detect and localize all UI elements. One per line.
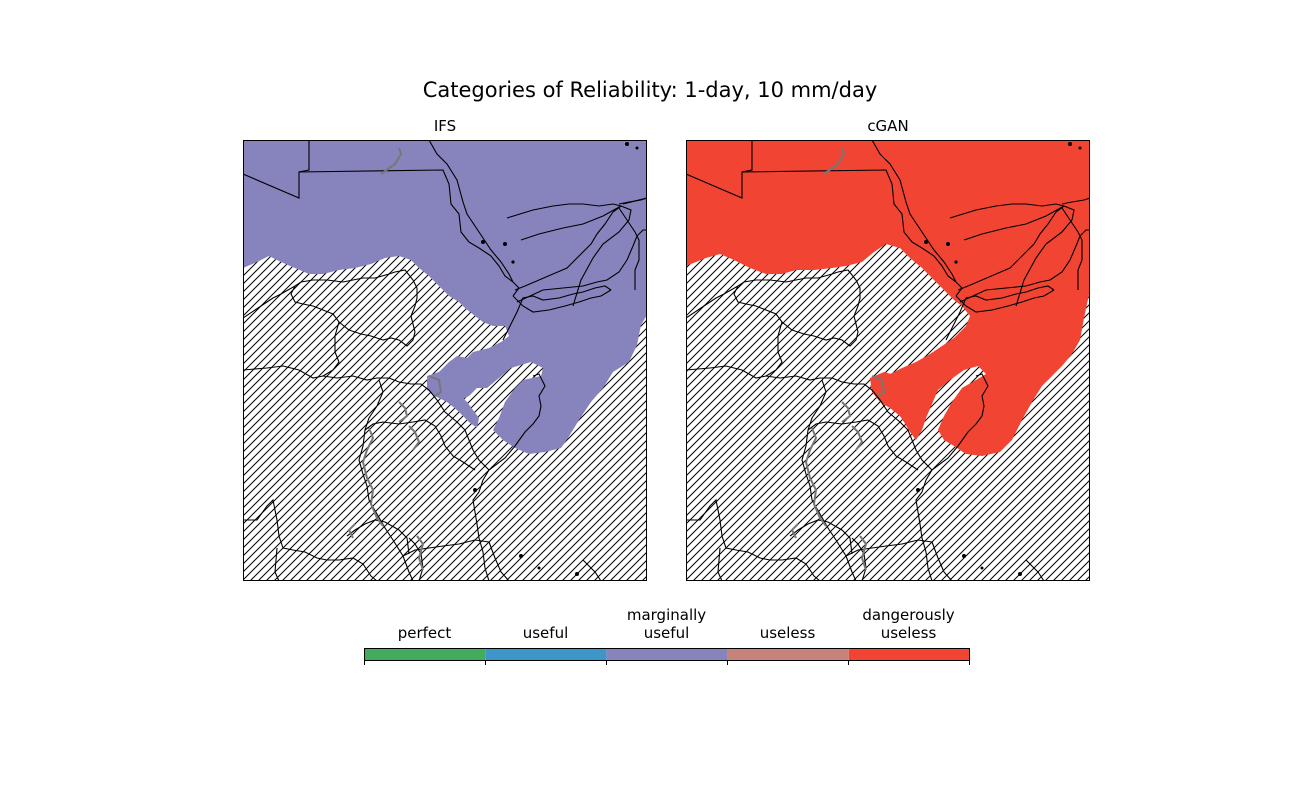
colorbar [364, 648, 970, 665]
colorbar-segment [727, 648, 849, 661]
reliability-region-ifs [243, 140, 647, 454]
colorbar-segment [364, 648, 486, 661]
colorbar-label-useful: useful [522, 624, 569, 642]
water-features [790, 147, 886, 571]
island-marks [473, 142, 639, 576]
panel-title-ifs: IFS [433, 117, 457, 135]
map-svg-ifs [243, 140, 647, 581]
country-borders [243, 140, 647, 581]
colorbar-segment [485, 648, 607, 661]
figure-title: Categories of Reliability: 1-day, 10 mm/… [422, 78, 878, 102]
colorbar-label-dangerously-useless: dangerously useless [862, 606, 955, 642]
reliability-patch-cgan [870, 372, 932, 422]
colorbar-ticks [364, 661, 970, 665]
map-panel-ifs [243, 140, 647, 581]
colorbar-label-marginally-useful: marginally useful [626, 606, 707, 642]
water-features [347, 147, 443, 571]
map-svg-cgan [686, 140, 1090, 581]
island-marks [916, 142, 1082, 576]
panel-title-cgan: cGAN [867, 117, 909, 135]
map-frame [686, 140, 1090, 581]
reliability-region-cgan [686, 140, 1090, 456]
colorbar-label-useless: useless [759, 624, 816, 642]
map-panel-cgan [686, 140, 1090, 581]
colorbar-label-perfect: perfect [397, 624, 452, 642]
country-borders [686, 140, 1090, 581]
colorbar-segment [606, 648, 728, 661]
colorbar-segment [848, 648, 970, 661]
map-frame [243, 140, 647, 581]
